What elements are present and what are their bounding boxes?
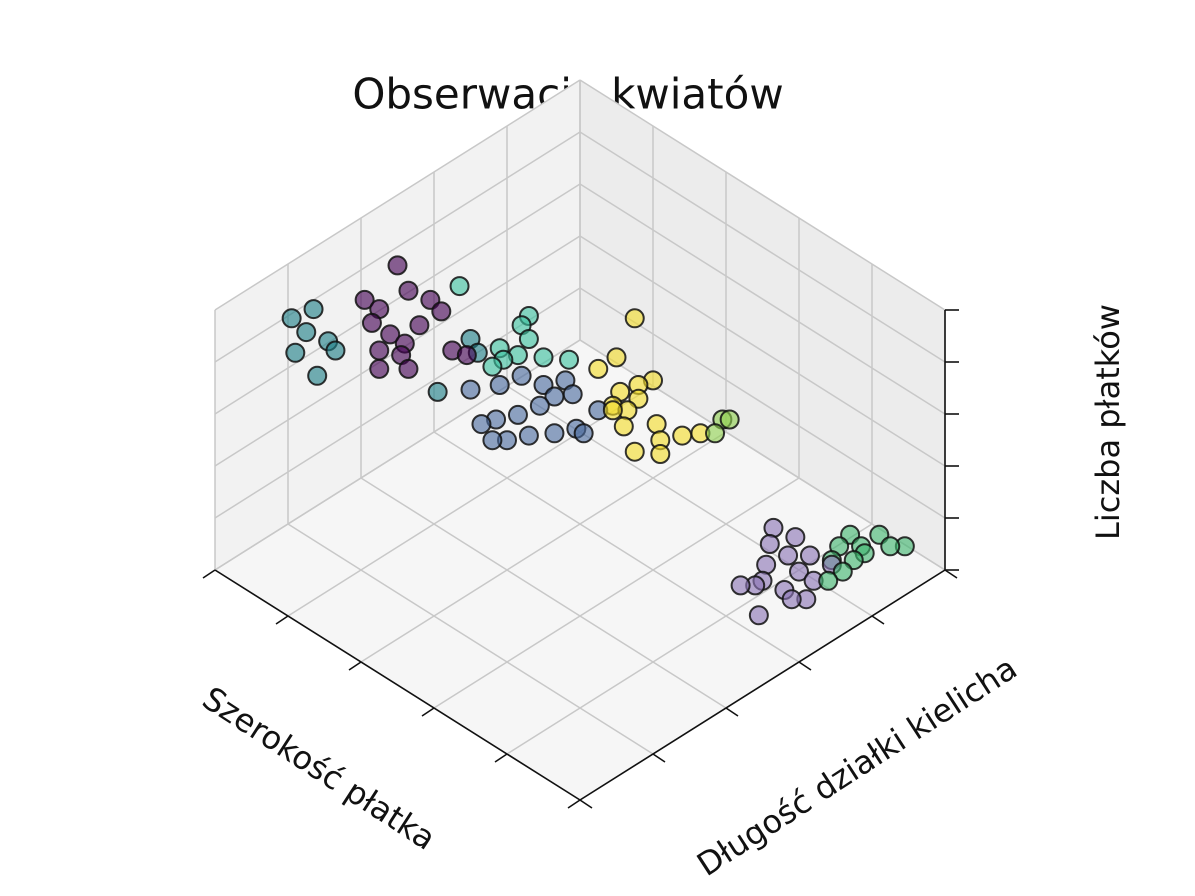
data-point: [285, 342, 306, 363]
grid-line: [214, 183, 581, 415]
data-point: [307, 365, 328, 386]
data-point: [361, 312, 382, 333]
data-point: [471, 414, 492, 435]
data-point: [369, 358, 390, 379]
data-point: [281, 308, 302, 329]
data-point: [781, 589, 802, 610]
data-point: [573, 423, 594, 444]
y-tick: [944, 569, 958, 579]
data-point: [559, 349, 580, 370]
data-point: [789, 561, 809, 582]
data-point: [544, 423, 565, 444]
grid-line: [287, 523, 654, 755]
x-tick: [275, 615, 289, 625]
data-point: [518, 329, 539, 349]
data-point: [672, 425, 693, 446]
data-point: [427, 381, 448, 402]
data-point: [613, 416, 634, 437]
grid-line: [214, 79, 581, 311]
data-point: [624, 441, 645, 462]
data-point: [650, 444, 671, 464]
data-point: [818, 570, 839, 591]
grid-line: [433, 431, 800, 663]
data-point: [482, 356, 503, 377]
grid-line: [579, 183, 946, 415]
data-point: [303, 299, 324, 320]
pane-right: [580, 80, 945, 570]
data-point: [778, 545, 799, 566]
data-point: [602, 400, 623, 421]
grid-line: [360, 431, 727, 663]
data-point: [460, 379, 481, 400]
pane-left: [215, 80, 580, 570]
data-point: [606, 347, 627, 368]
x-tick: [494, 753, 508, 763]
data-point: [756, 554, 777, 575]
data-point: [456, 345, 477, 366]
data-point: [705, 423, 726, 444]
grid-line: [433, 477, 800, 709]
grid-line: [579, 79, 946, 311]
y-tick: [579, 799, 593, 809]
data-point: [449, 276, 470, 297]
data-point: [507, 404, 528, 425]
data-point: [354, 289, 375, 310]
x-tick: [348, 661, 362, 671]
data-point: [562, 384, 583, 405]
data-point: [325, 340, 346, 361]
data-point: [832, 561, 853, 582]
axes-box: [202, 79, 959, 809]
data-point: [387, 255, 408, 276]
data-point: [533, 347, 554, 368]
data-point: [482, 430, 503, 451]
data-point: [398, 280, 419, 301]
data-point: [730, 575, 751, 596]
y-axis-line: [579, 569, 946, 801]
z-axis-label: Liczba płatków: [1089, 304, 1127, 540]
data-point: [398, 358, 419, 379]
grid-line: [579, 131, 946, 363]
y-tick: [798, 661, 812, 671]
data-point: [624, 308, 645, 329]
grid-line: [214, 131, 581, 363]
data-point: [511, 365, 532, 386]
x-tick: [202, 569, 216, 579]
data-point: [518, 425, 539, 446]
y-tick: [652, 753, 666, 763]
data-point: [544, 386, 565, 407]
grid-line: [287, 385, 654, 617]
data-point: [799, 545, 820, 566]
data-point: [588, 358, 609, 379]
data-point: [748, 605, 769, 626]
data-point: [785, 527, 806, 548]
x-tick: [421, 707, 435, 717]
y-tick: [725, 707, 739, 717]
data-point: [369, 340, 390, 361]
data-point: [646, 414, 667, 435]
data-point: [763, 517, 784, 538]
data-point: [719, 409, 740, 430]
data-point: [380, 324, 401, 345]
x-axis-line: [214, 569, 581, 801]
data-point: [880, 536, 901, 557]
data-point: [296, 322, 317, 343]
x-tick: [567, 799, 581, 809]
grid-line: [360, 477, 727, 709]
x-axis-label: Szerokość płatka: [196, 679, 443, 858]
grid-line: [579, 287, 946, 519]
y-tick: [871, 615, 885, 625]
data-point: [489, 375, 510, 395]
data-point: [409, 315, 430, 336]
data-point: [759, 534, 780, 554]
data-point: [529, 395, 550, 416]
grid-line: [579, 235, 946, 467]
data-point: [431, 301, 452, 322]
